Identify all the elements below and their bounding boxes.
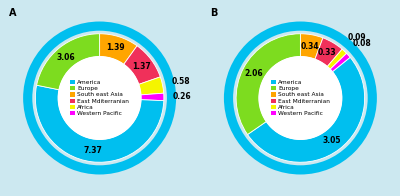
Text: 0.34: 0.34 <box>300 42 319 51</box>
Wedge shape <box>300 34 323 59</box>
Wedge shape <box>236 34 300 134</box>
Wedge shape <box>224 22 377 174</box>
Legend: America, Europe, South east Asia, East Mditerranian, Africa, Western Pacific: America, Europe, South east Asia, East M… <box>270 78 331 118</box>
Text: 0.09: 0.09 <box>348 33 366 42</box>
Text: 1.39: 1.39 <box>106 43 125 52</box>
Wedge shape <box>35 85 164 162</box>
Circle shape <box>259 57 342 139</box>
Wedge shape <box>124 46 160 84</box>
Wedge shape <box>330 53 350 72</box>
Text: 0.26: 0.26 <box>173 92 192 101</box>
Wedge shape <box>315 38 342 67</box>
Text: 0.33: 0.33 <box>318 48 336 57</box>
Wedge shape <box>141 93 164 101</box>
Wedge shape <box>100 34 137 64</box>
Text: A: A <box>9 8 17 18</box>
Circle shape <box>58 57 141 139</box>
Text: 1.37: 1.37 <box>132 62 151 71</box>
Wedge shape <box>248 57 365 162</box>
Text: B: B <box>210 8 218 18</box>
Text: 0.08: 0.08 <box>353 39 372 48</box>
Text: 7.37: 7.37 <box>84 146 103 155</box>
Text: 2.06: 2.06 <box>244 69 263 78</box>
Text: 3.06: 3.06 <box>57 53 76 62</box>
Wedge shape <box>327 49 346 69</box>
Legend: America, Europe, South east Asia, East Mditerranian, Africa, Western Pacific: America, Europe, South east Asia, East M… <box>69 78 130 118</box>
Wedge shape <box>37 34 100 90</box>
Wedge shape <box>139 77 164 95</box>
Text: 3.05: 3.05 <box>323 136 341 145</box>
Text: 0.58: 0.58 <box>171 77 190 86</box>
Wedge shape <box>23 22 176 174</box>
